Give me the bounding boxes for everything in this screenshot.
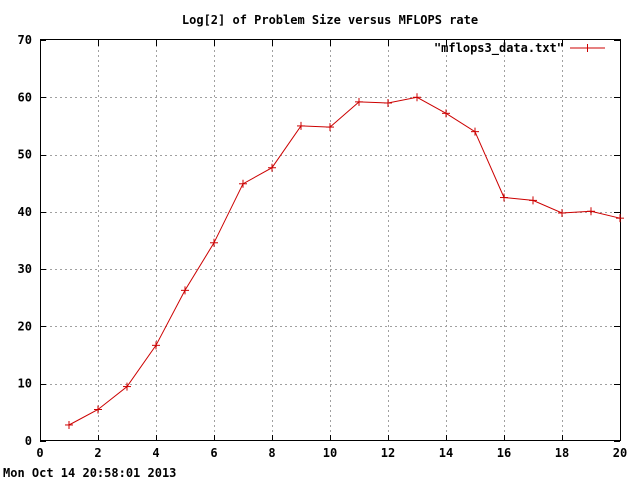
y-tick-label: 0 <box>25 434 32 448</box>
x-tick-label: 4 <box>152 446 159 460</box>
y-tick-label: 60 <box>18 90 32 104</box>
y-tick-labels: 0 10 20 30 40 50 60 70 <box>18 33 32 448</box>
data-point-marker <box>123 382 131 391</box>
x-tick-label: 20 <box>613 446 627 460</box>
x-tick-label: 18 <box>555 446 569 460</box>
data-point-marker <box>239 179 247 188</box>
footer-timestamp: Mon Oct 14 20:58:01 2013 <box>3 466 176 480</box>
data-point-marker <box>413 93 421 102</box>
data-point-marker <box>210 238 218 247</box>
data-point-marker <box>181 286 189 295</box>
y-tick-label: 70 <box>18 33 32 47</box>
y-tick-label: 40 <box>18 205 32 219</box>
x-tick-label: 10 <box>323 446 337 460</box>
x-tick-labels: 0 2 4 6 8 10 12 14 16 18 20 <box>36 446 627 460</box>
data-point-marker <box>616 214 624 223</box>
y-tick-label: 20 <box>18 319 32 333</box>
x-tick-label: 12 <box>381 446 395 460</box>
legend: "mflops3_data.txt" <box>434 41 605 56</box>
series-mflops3-data <box>65 93 624 429</box>
y-tick-label: 30 <box>18 262 32 276</box>
data-point-marker <box>326 123 334 132</box>
data-point-marker <box>442 109 450 118</box>
grid-lines <box>40 40 620 441</box>
data-point-marker <box>471 127 479 136</box>
data-point-marker <box>268 163 276 172</box>
x-tick-label: 6 <box>210 446 217 460</box>
data-point-marker <box>297 121 305 130</box>
x-tick-label: 14 <box>439 446 453 460</box>
data-point-marker <box>355 97 363 106</box>
data-point-marker <box>558 209 566 218</box>
data-point-marker <box>65 420 73 429</box>
x-tick-label: 8 <box>268 446 275 460</box>
legend-marker-sample <box>583 44 592 52</box>
x-tick-label: 0 <box>36 446 43 460</box>
series-line <box>68 96 621 426</box>
data-point-marker <box>94 405 102 414</box>
data-point-marker <box>587 207 595 216</box>
x-tick-label: 16 <box>497 446 511 460</box>
y-tick-label: 10 <box>18 377 32 391</box>
data-point-marker <box>384 99 392 108</box>
axis-ticks <box>40 40 621 442</box>
y-tick-label: 50 <box>18 148 32 162</box>
chart-title: Log[2] of Problem Size versus MFLOPS rat… <box>182 13 478 27</box>
legend-label: "mflops3_data.txt" <box>434 41 564 56</box>
data-point-marker <box>500 193 508 202</box>
data-point-marker <box>529 196 537 205</box>
data-point-marker <box>152 341 160 350</box>
x-tick-label: 2 <box>94 446 101 460</box>
